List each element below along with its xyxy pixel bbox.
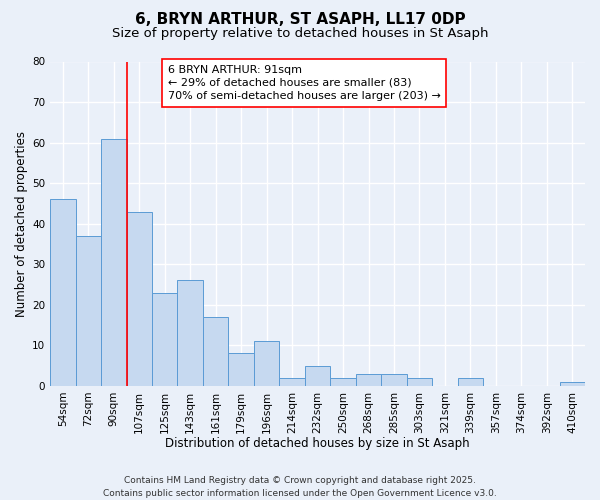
Bar <box>356 374 381 386</box>
Bar <box>76 236 101 386</box>
Bar <box>203 317 229 386</box>
Bar <box>458 378 483 386</box>
Bar <box>152 292 178 386</box>
Bar <box>407 378 432 386</box>
Text: Contains HM Land Registry data © Crown copyright and database right 2025.
Contai: Contains HM Land Registry data © Crown c… <box>103 476 497 498</box>
Bar <box>101 138 127 386</box>
Y-axis label: Number of detached properties: Number of detached properties <box>15 130 28 316</box>
Bar <box>254 341 280 386</box>
Bar <box>280 378 305 386</box>
Bar <box>305 366 331 386</box>
Bar <box>229 354 254 386</box>
Text: 6, BRYN ARTHUR, ST ASAPH, LL17 0DP: 6, BRYN ARTHUR, ST ASAPH, LL17 0DP <box>134 12 466 28</box>
Bar <box>127 212 152 386</box>
X-axis label: Distribution of detached houses by size in St Asaph: Distribution of detached houses by size … <box>165 437 470 450</box>
Text: 6 BRYN ARTHUR: 91sqm
← 29% of detached houses are smaller (83)
70% of semi-detac: 6 BRYN ARTHUR: 91sqm ← 29% of detached h… <box>168 64 440 101</box>
Bar <box>381 374 407 386</box>
Bar <box>50 200 76 386</box>
Bar <box>560 382 585 386</box>
Bar <box>178 280 203 386</box>
Text: Size of property relative to detached houses in St Asaph: Size of property relative to detached ho… <box>112 28 488 40</box>
Bar <box>331 378 356 386</box>
